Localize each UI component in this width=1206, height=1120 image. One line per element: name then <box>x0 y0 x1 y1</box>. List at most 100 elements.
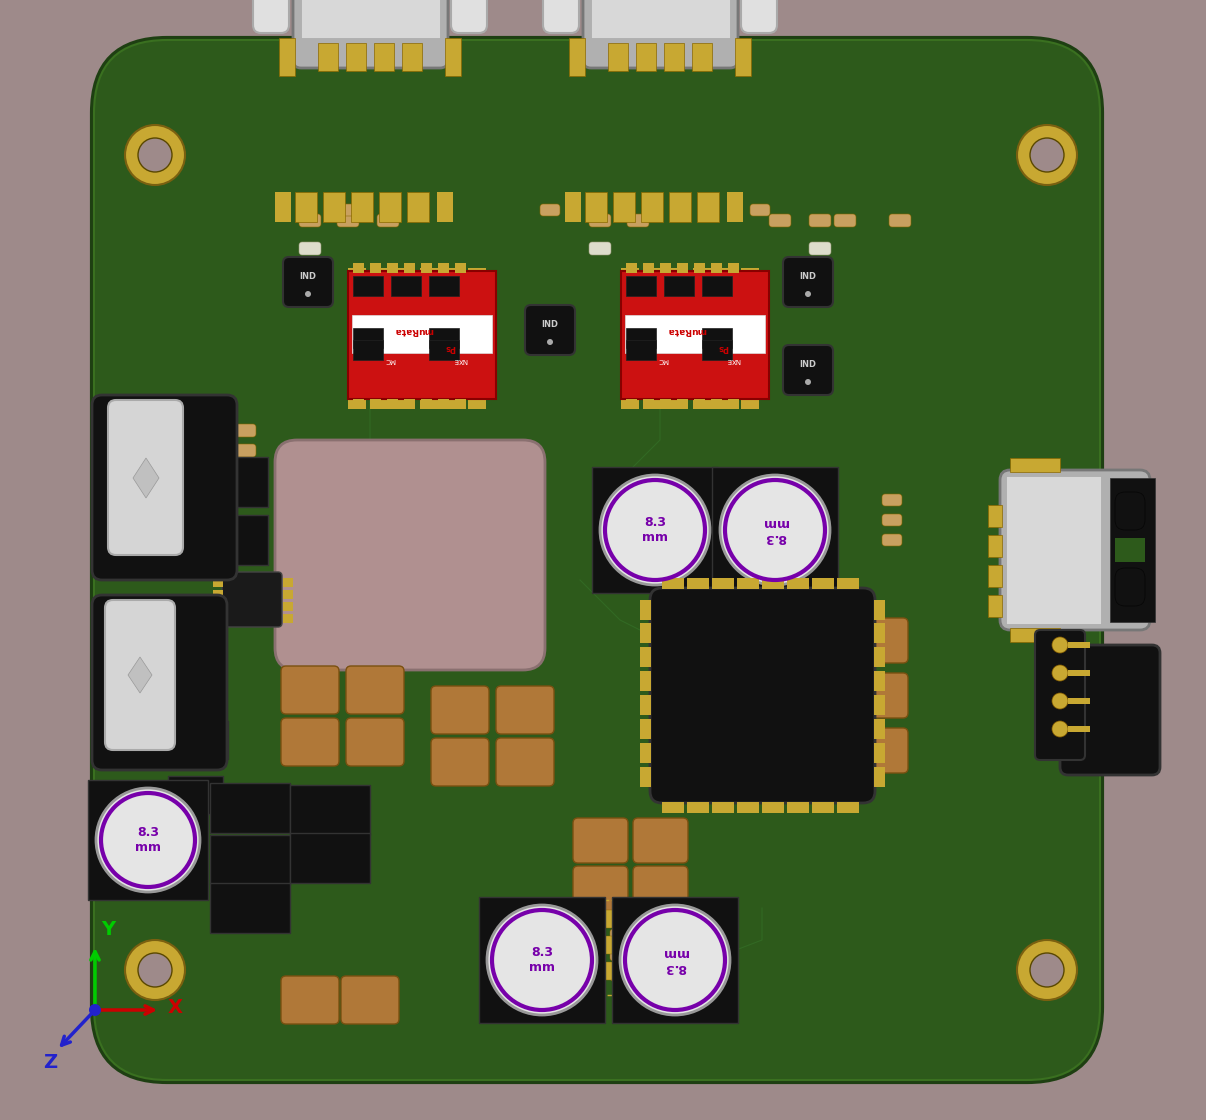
Bar <box>718 268 734 277</box>
Bar <box>697 192 719 222</box>
Circle shape <box>804 291 810 297</box>
FancyBboxPatch shape <box>882 534 902 547</box>
FancyBboxPatch shape <box>525 305 575 355</box>
Bar <box>170 668 219 703</box>
FancyBboxPatch shape <box>640 928 660 941</box>
Bar <box>420 268 438 277</box>
Bar <box>665 43 684 71</box>
Bar <box>662 578 684 589</box>
Circle shape <box>137 953 172 987</box>
FancyBboxPatch shape <box>336 214 359 227</box>
Text: NXE: NXE <box>452 357 467 363</box>
Bar <box>737 578 759 589</box>
Text: IND: IND <box>299 271 316 280</box>
Text: NXE: NXE <box>726 357 740 363</box>
Bar <box>168 776 223 814</box>
FancyBboxPatch shape <box>540 204 560 216</box>
Bar <box>572 936 595 954</box>
Circle shape <box>89 1004 101 1016</box>
Circle shape <box>305 291 311 297</box>
FancyBboxPatch shape <box>750 204 769 216</box>
Bar <box>429 328 459 348</box>
FancyBboxPatch shape <box>346 718 404 766</box>
Bar <box>351 192 373 222</box>
FancyBboxPatch shape <box>234 424 256 437</box>
FancyBboxPatch shape <box>253 0 289 32</box>
Bar <box>668 962 690 980</box>
Bar <box>213 578 223 587</box>
Bar <box>669 268 687 277</box>
FancyBboxPatch shape <box>275 440 545 670</box>
Bar <box>642 192 663 222</box>
Bar <box>668 936 690 954</box>
FancyBboxPatch shape <box>293 0 447 68</box>
Circle shape <box>1052 721 1069 737</box>
Bar <box>734 38 751 76</box>
Circle shape <box>1017 940 1077 1000</box>
Bar <box>172 721 228 759</box>
Bar <box>692 43 712 71</box>
FancyBboxPatch shape <box>853 673 908 718</box>
Text: Z: Z <box>43 1053 57 1072</box>
Bar <box>643 263 654 273</box>
Text: IND: IND <box>800 360 816 368</box>
Bar <box>626 263 637 273</box>
FancyBboxPatch shape <box>1035 631 1085 760</box>
FancyBboxPatch shape <box>809 214 831 227</box>
FancyBboxPatch shape <box>882 494 902 506</box>
Bar <box>404 399 415 409</box>
Bar <box>611 897 738 1023</box>
Text: 8.3
mm: 8.3 mm <box>529 946 555 974</box>
Bar <box>837 802 859 813</box>
Bar <box>702 340 732 360</box>
Circle shape <box>1052 665 1069 681</box>
FancyBboxPatch shape <box>627 214 649 227</box>
FancyBboxPatch shape <box>650 588 876 803</box>
FancyBboxPatch shape <box>740 0 777 32</box>
Text: MC: MC <box>657 357 668 363</box>
FancyBboxPatch shape <box>1060 645 1160 775</box>
FancyBboxPatch shape <box>341 976 399 1024</box>
Bar <box>874 600 885 620</box>
Bar <box>468 268 486 277</box>
FancyBboxPatch shape <box>299 242 321 255</box>
Bar <box>874 647 885 668</box>
Bar <box>529 900 715 995</box>
Bar <box>210 783 289 833</box>
Bar <box>349 400 365 409</box>
Bar <box>812 578 835 589</box>
Bar <box>402 43 422 71</box>
Bar <box>636 962 658 980</box>
FancyBboxPatch shape <box>580 949 601 961</box>
Bar <box>540 936 562 954</box>
FancyBboxPatch shape <box>431 738 488 786</box>
Bar <box>88 780 207 900</box>
Circle shape <box>1017 125 1077 185</box>
Bar <box>693 400 712 409</box>
Bar <box>874 671 885 691</box>
Bar <box>210 883 289 933</box>
Bar <box>669 192 691 222</box>
Text: Y: Y <box>101 920 115 939</box>
FancyBboxPatch shape <box>496 738 554 786</box>
Bar <box>353 328 384 348</box>
Bar <box>712 263 722 273</box>
Bar <box>213 590 223 599</box>
Bar <box>318 43 338 71</box>
FancyBboxPatch shape <box>281 976 339 1024</box>
Bar <box>613 192 636 222</box>
Text: 8.3
mm: 8.3 mm <box>135 827 160 853</box>
Bar <box>636 909 658 928</box>
Bar <box>379 192 402 222</box>
Bar <box>988 564 1002 587</box>
Bar <box>207 515 268 564</box>
Bar <box>283 590 293 599</box>
Bar <box>988 595 1002 617</box>
Bar <box>585 192 607 222</box>
FancyBboxPatch shape <box>283 256 333 307</box>
Bar <box>669 400 687 409</box>
Bar <box>349 271 496 399</box>
Polygon shape <box>133 458 159 498</box>
Bar <box>874 623 885 643</box>
Bar <box>636 936 658 954</box>
